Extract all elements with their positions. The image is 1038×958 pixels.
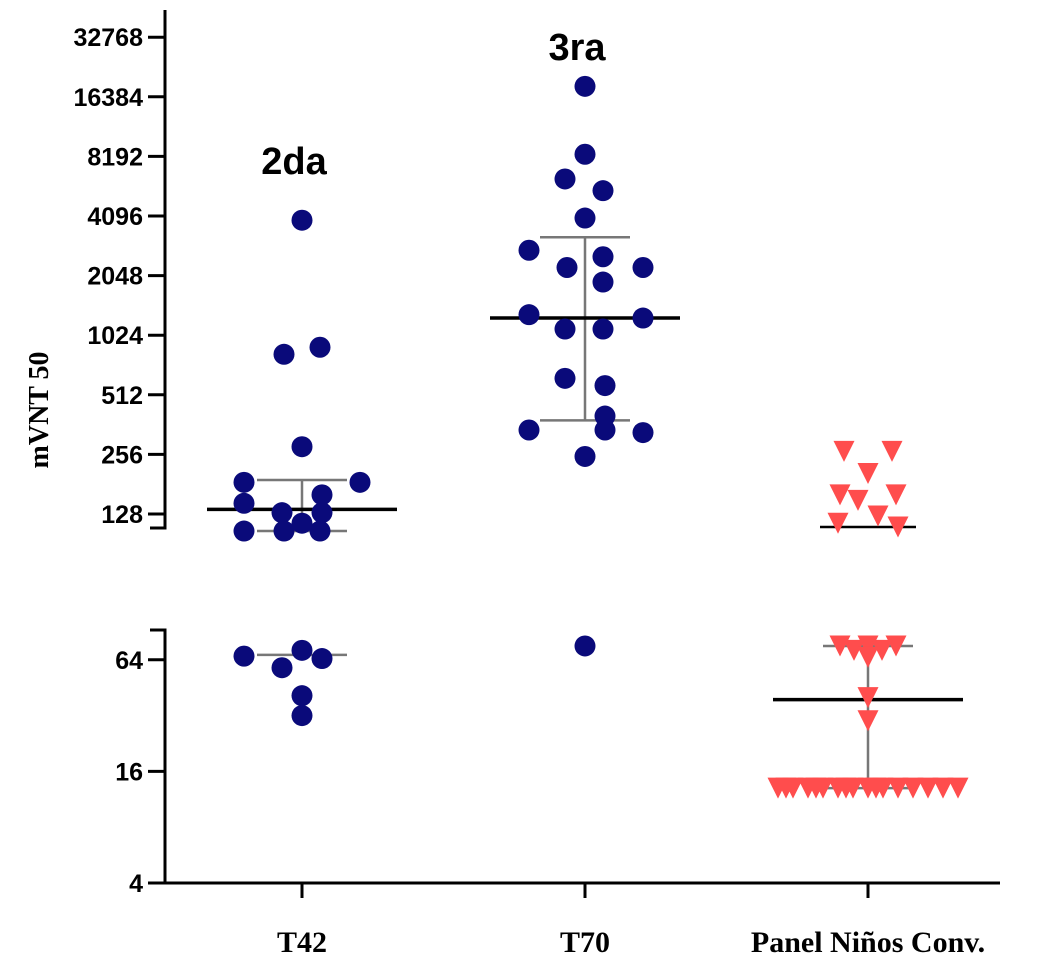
annotation-label: 2da [261, 141, 327, 183]
data-point [291, 512, 313, 534]
data-point [309, 336, 331, 358]
data-point [518, 419, 540, 441]
data-point [857, 646, 879, 668]
data-point [311, 484, 333, 506]
data-point [233, 520, 255, 542]
data-point [871, 639, 893, 661]
data-point [311, 502, 333, 524]
data-point [273, 343, 295, 365]
data-point [885, 484, 907, 506]
data-point [947, 777, 969, 799]
data-point [833, 440, 855, 462]
data-point [917, 777, 939, 799]
data-point [592, 246, 614, 268]
data-point [594, 419, 616, 441]
data-point [309, 520, 331, 542]
data-point [857, 463, 879, 485]
data-point [311, 648, 333, 670]
data-point [233, 492, 255, 514]
data-point [827, 512, 849, 534]
y-tick-label: 16384 [73, 84, 143, 112]
y-tick-label: 32768 [73, 24, 143, 52]
data-point [805, 777, 827, 799]
y-tick-label: 256 [101, 441, 143, 469]
data-point [632, 307, 654, 329]
data-point [574, 207, 596, 229]
data-point [574, 445, 596, 467]
data-point [632, 422, 654, 444]
y-tick-label: 128 [101, 501, 143, 529]
data-point [843, 639, 865, 661]
y-tick-label: 4096 [87, 203, 143, 231]
data-points [233, 75, 969, 799]
x-tick-label: T42 [277, 926, 327, 958]
data-point [518, 239, 540, 261]
data-point [887, 777, 909, 799]
data-point [857, 710, 879, 732]
data-point [291, 209, 313, 231]
y-tick-label: 1024 [87, 322, 143, 350]
data-point [518, 304, 540, 326]
data-point [574, 143, 596, 165]
data-point [574, 635, 596, 657]
data-point [867, 505, 889, 527]
data-point [592, 318, 614, 340]
data-point [271, 657, 293, 679]
data-point [847, 489, 869, 511]
data-point [291, 639, 313, 661]
data-point [594, 375, 616, 397]
data-point [902, 777, 924, 799]
data-point [349, 471, 371, 493]
data-point [291, 705, 313, 727]
data-point [592, 180, 614, 202]
y-tick-label: 16 [115, 758, 143, 786]
data-point [775, 777, 797, 799]
data-point [592, 271, 614, 293]
data-point [887, 516, 909, 538]
data-point [829, 484, 851, 506]
y-tick-label: 8192 [87, 143, 143, 171]
data-point [881, 440, 903, 462]
data-point [574, 75, 596, 97]
data-point [554, 168, 576, 190]
x-tick-label: T70 [560, 926, 610, 958]
y-axis-label: mVNT 50 [24, 352, 55, 469]
data-point [932, 777, 954, 799]
y-tick-label: 512 [101, 382, 143, 410]
labels: T42 T70 Panel Niños Conv. mVNT 50 2da 3ra [24, 27, 985, 958]
y-tick-label: 64 [115, 647, 143, 675]
y-tick-label: 4 [129, 870, 143, 898]
annotation-label: 3ra [548, 27, 606, 69]
data-point [556, 257, 578, 279]
data-point [233, 471, 255, 493]
data-point [554, 318, 576, 340]
data-point [271, 502, 293, 524]
y-tick-label: 2048 [87, 263, 143, 291]
y-ticks: 128 256 512 1024 2048 4096 8192 16384 32768 4 16 64 [73, 24, 870, 898]
x-tick-label: Panel Niños Conv. [751, 926, 985, 958]
data-point [291, 685, 313, 707]
data-point [233, 645, 255, 667]
data-point [857, 687, 879, 709]
data-point [291, 436, 313, 458]
data-point [865, 777, 887, 799]
data-point [554, 367, 576, 389]
data-point [632, 257, 654, 279]
data-point [273, 520, 295, 542]
data-point [835, 777, 857, 799]
